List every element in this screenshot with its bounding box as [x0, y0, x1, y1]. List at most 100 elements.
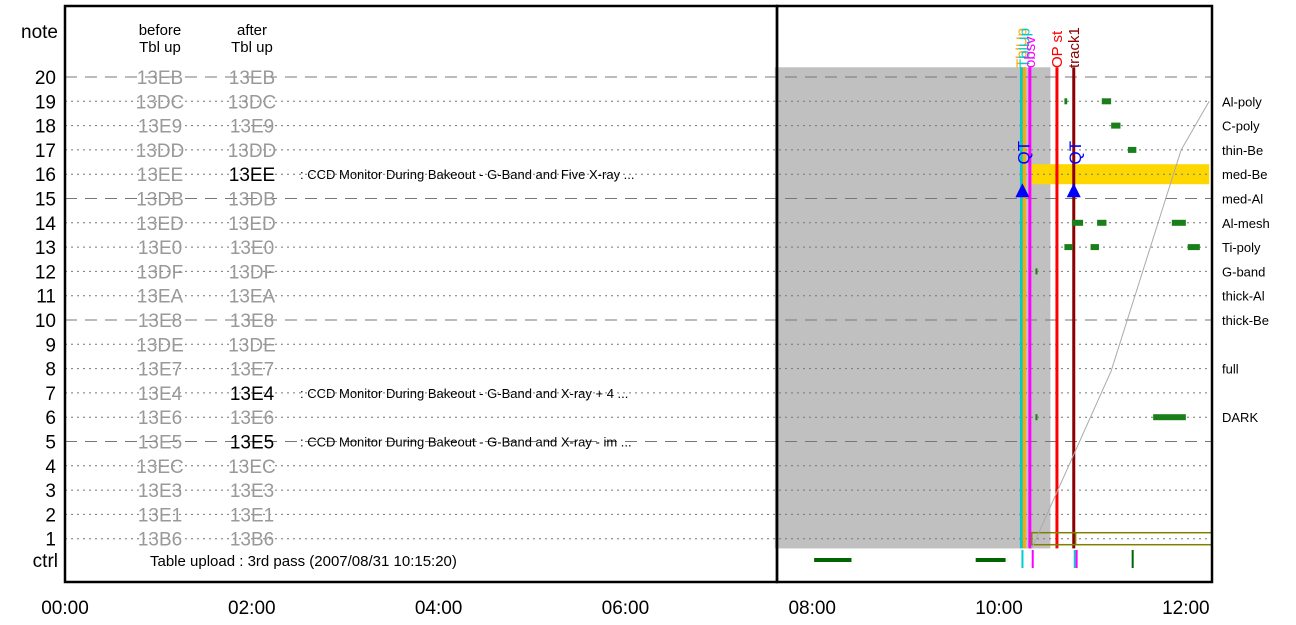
after-table-id: 13DC: [228, 92, 277, 113]
filter-label: thick-Be: [1222, 313, 1269, 328]
ctrl-mark: [1075, 550, 1078, 568]
row-number-label: 7: [45, 384, 56, 405]
before-table-id: 13E8: [138, 311, 182, 332]
row-number-label: 12: [35, 262, 56, 283]
ctrl-mark: [1031, 550, 1034, 568]
filter-label: med-Al: [1222, 192, 1263, 207]
event-line-label: OP st: [1049, 30, 1066, 68]
ctrl-mark: [814, 558, 852, 562]
before-table-id: 13E3: [138, 481, 182, 502]
event-line-label: obsv: [1022, 36, 1039, 68]
row-number-label: 17: [35, 141, 56, 162]
before-table-id: 13DC: [136, 92, 185, 113]
exposure-mark: [1101, 98, 1112, 105]
table-description: : CCD Monitor During Bakeout - G-Band an…: [300, 167, 635, 182]
exposure-mark: [1097, 219, 1107, 226]
event-line-label: TblUp: [1013, 28, 1030, 68]
ctrl-mark: [1073, 550, 1076, 568]
after-table-id: 13E9: [230, 117, 274, 138]
before-table-id: 13EE: [137, 165, 183, 186]
exposure-mark: [1035, 268, 1038, 275]
before-table-id: 13E1: [138, 505, 182, 526]
filter-label: G-band: [1222, 264, 1265, 279]
row-number-label: 5: [45, 433, 56, 454]
filter-label: Ti-poly: [1222, 240, 1261, 255]
row-number-label: 2: [45, 505, 56, 526]
ctrl-mark: [1131, 550, 1134, 568]
table-description: : CCD Monitor During Bakeout - G-Band an…: [300, 386, 628, 401]
after-table-id: 13EE: [229, 165, 275, 186]
before-header: before: [139, 22, 182, 39]
x-tick-label: 02:00: [228, 598, 276, 619]
after-table-id: 13EA: [229, 287, 276, 308]
exposure-mark: [1127, 146, 1137, 153]
before-table-id: 13E4: [138, 384, 183, 405]
background-layer: [774, 67, 1210, 549]
after-table-id: 13ED: [228, 214, 276, 235]
before-table-id: 13ED: [136, 214, 184, 235]
after-table-id: 13E4: [230, 384, 275, 405]
row-number-label: 3: [45, 481, 56, 502]
filter-label: thick-Al: [1222, 289, 1265, 304]
row-number-label: 8: [45, 360, 56, 381]
x-tick-label: 06:00: [602, 598, 650, 619]
before-table-id: 13E9: [138, 117, 182, 138]
x-tick-label: 08:00: [788, 598, 836, 619]
filter-label: full: [1222, 362, 1239, 377]
row-number-label: 4: [45, 457, 56, 478]
filter-label: thin-Be: [1222, 143, 1263, 158]
after-table-id: 13B6: [230, 530, 274, 551]
ctrl-status-text: Table upload : 3rd pass (2007/08/31 10:1…: [150, 553, 457, 570]
after-table-id: 13EB: [229, 68, 275, 89]
filter-label: C-poly: [1222, 119, 1260, 134]
qt-label: QT: [1014, 141, 1033, 165]
x-tick-label: 04:00: [415, 598, 463, 619]
after-table-id: 13DF: [229, 262, 275, 283]
row-number-label: 11: [36, 287, 56, 308]
before-table-id: 13EA: [137, 287, 184, 308]
after-table-id: 13E8: [230, 311, 274, 332]
row-number-label: 1: [45, 530, 56, 551]
after-table-id: 13E7: [230, 360, 274, 381]
table-description: : CCD Monitor During Bakeout - G-Band an…: [300, 435, 632, 450]
exposure-mark: [1064, 98, 1068, 105]
exposure-mark: [1111, 122, 1121, 129]
qt-marker: [1066, 183, 1081, 198]
observation-gray-region: [774, 67, 1051, 549]
y-axis-ctrl-label: ctrl: [33, 551, 58, 572]
before-table-id: 13DD: [136, 141, 185, 162]
x-tick-label: 10:00: [975, 598, 1023, 619]
row-number-label: 9: [45, 335, 56, 356]
exposure-mark: [1090, 244, 1099, 251]
after-table-id: 13DE: [228, 335, 276, 356]
exposure-mark: [1035, 414, 1038, 421]
row-number-label: 6: [45, 408, 56, 429]
row-number-label: 10: [35, 311, 56, 332]
filter-label: Al-mesh: [1222, 216, 1270, 231]
filter-label: med-Be: [1222, 167, 1268, 182]
after-table-id: 13EC: [228, 457, 276, 478]
ctrl-mark: [975, 558, 1006, 562]
before-table-id: 13EC: [136, 457, 184, 478]
after-header: after: [237, 22, 267, 39]
row-number-label: 18: [35, 117, 56, 138]
y-axis-note-label: note: [21, 22, 58, 43]
trend-curve: [1031, 101, 1210, 549]
before-table-id: 13DE: [136, 335, 184, 356]
before-table-id: 13E6: [138, 408, 182, 429]
after-table-id: 13E5: [230, 433, 274, 454]
filter-label: DARK: [1222, 410, 1258, 425]
med-be-bar: [1031, 164, 1210, 185]
row-number-label: 20: [35, 68, 56, 89]
row-number-label: 13: [35, 238, 56, 259]
before-table-id: 13E5: [138, 433, 182, 454]
row-number-label: 16: [35, 165, 56, 186]
before-table-id: 13E7: [138, 360, 182, 381]
after-table-id: 13E0: [230, 238, 274, 259]
exposure-mark: [1171, 219, 1186, 226]
after-table-id: 13E6: [230, 408, 274, 429]
event-line-label: track1: [1066, 27, 1083, 68]
exposure-mark: [1153, 414, 1186, 421]
